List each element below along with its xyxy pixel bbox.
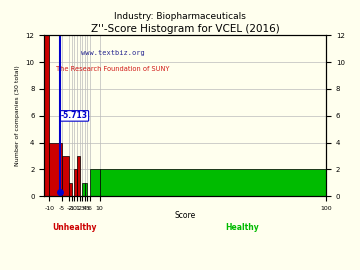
Text: Industry: Biopharmaceuticals: Industry: Biopharmaceuticals [114,12,246,21]
Bar [69,183,72,196]
Text: The Research Foundation of SUNY: The Research Foundation of SUNY [55,66,169,72]
Bar [44,35,49,196]
Bar [62,156,69,196]
Text: www.textbiz.org: www.textbiz.org [81,50,145,56]
Bar [49,143,62,196]
Text: Unhealthy: Unhealthy [52,223,96,232]
Text: -5.713: -5.713 [61,112,88,120]
Bar [100,169,326,196]
Bar [85,183,87,196]
Title: Z''-Score Histogram for VCEL (2016): Z''-Score Histogram for VCEL (2016) [91,25,280,35]
Bar [90,169,100,196]
Bar [75,169,77,196]
Bar [82,183,85,196]
Bar [77,156,80,196]
X-axis label: Score: Score [175,211,196,220]
Y-axis label: Number of companies (30 total): Number of companies (30 total) [15,65,20,166]
Text: Healthy: Healthy [226,223,259,232]
